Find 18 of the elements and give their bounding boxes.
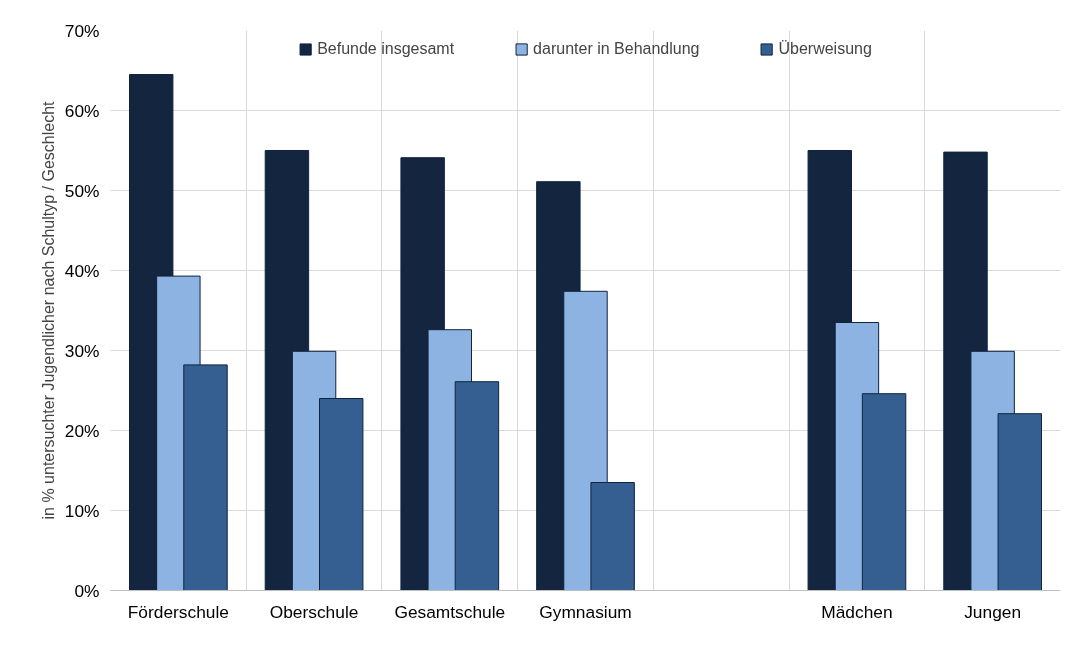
legend-label: Überweisung <box>778 40 872 58</box>
x-tick-label: Jungen <box>964 601 1022 622</box>
y-tick-label: 50% <box>64 180 100 201</box>
y-tick-label: 20% <box>64 420 100 441</box>
x-tick-label: Gymnasium <box>539 601 632 622</box>
y-tick-label: 70% <box>64 20 100 41</box>
x-tick-label: Gesamtschule <box>394 601 506 622</box>
y-tick-label: 40% <box>64 260 100 281</box>
y-tick-label: 0% <box>74 580 100 601</box>
legend-label: darunter in Behandlung <box>533 40 700 58</box>
y-tick-label: 10% <box>64 500 100 521</box>
x-tick-label: Förderschule <box>127 601 229 622</box>
y-axis-title: in % untersuchter Jugendlicher nach Schultyp / Geschlecht <box>39 100 57 520</box>
x-tick-label: Oberschule <box>269 601 359 622</box>
y-tick-label: 60% <box>64 100 100 121</box>
x-tick-label: Mädchen <box>821 601 893 622</box>
y-tick-label: 30% <box>64 340 100 361</box>
legend-label: Befunde insgesamt <box>317 40 455 58</box>
